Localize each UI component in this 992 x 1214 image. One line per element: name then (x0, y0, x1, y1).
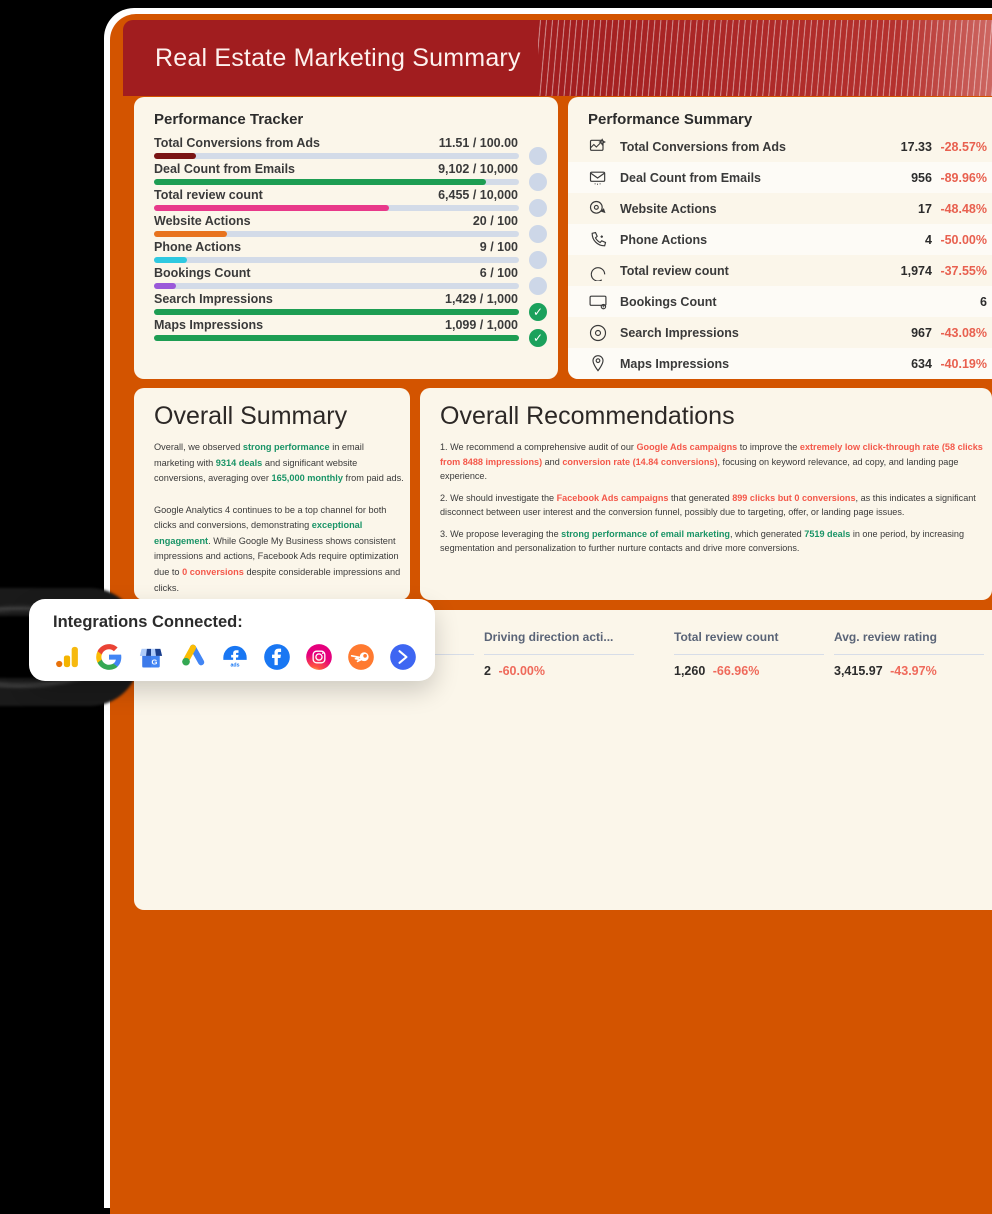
svg-text:G: G (152, 658, 158, 667)
svg-text:ads: ads (230, 663, 239, 669)
